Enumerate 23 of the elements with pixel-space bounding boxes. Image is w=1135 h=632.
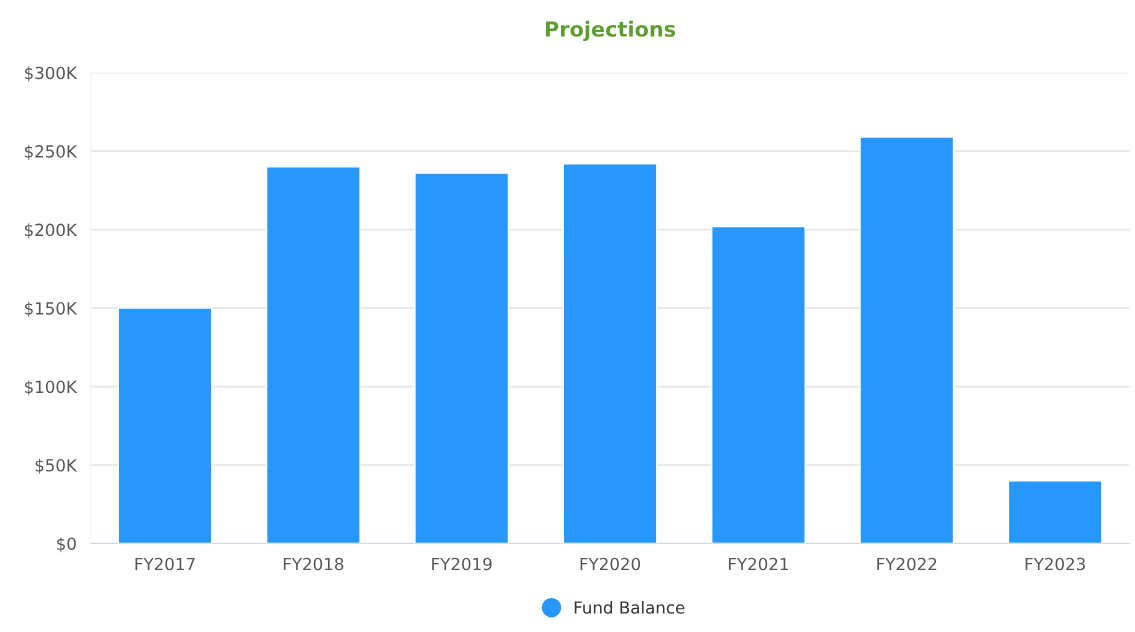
bar (562, 163, 658, 544)
bar (710, 225, 806, 544)
y-tick-label: $250K (24, 144, 78, 160)
x-tick-label: FY2020 (580, 557, 641, 571)
bar (1007, 480, 1103, 544)
y-tick-label: $100K (24, 380, 78, 396)
x-tick-label: FY2021 (728, 557, 788, 571)
x-tick-label: FY2022 (877, 557, 937, 571)
x-tick-label: FY2019 (432, 557, 492, 571)
bar (265, 166, 361, 544)
x-tick-label: FY2018 (283, 557, 344, 571)
bar (117, 307, 213, 544)
bar (414, 172, 510, 544)
y-tick-label: $0 (57, 537, 76, 553)
legend-label: Fund Balance (574, 600, 685, 614)
y-tick-label: $300K (24, 66, 78, 82)
x-tick-label: FY2023 (1025, 557, 1085, 571)
chart-title: Projections (545, 20, 676, 42)
bar (859, 136, 955, 544)
y-tick-label: $150K (24, 301, 78, 317)
y-tick-label: $50K (35, 458, 78, 474)
y-tick-label: $200K (24, 223, 78, 239)
x-tick-label: FY2017 (135, 557, 195, 571)
